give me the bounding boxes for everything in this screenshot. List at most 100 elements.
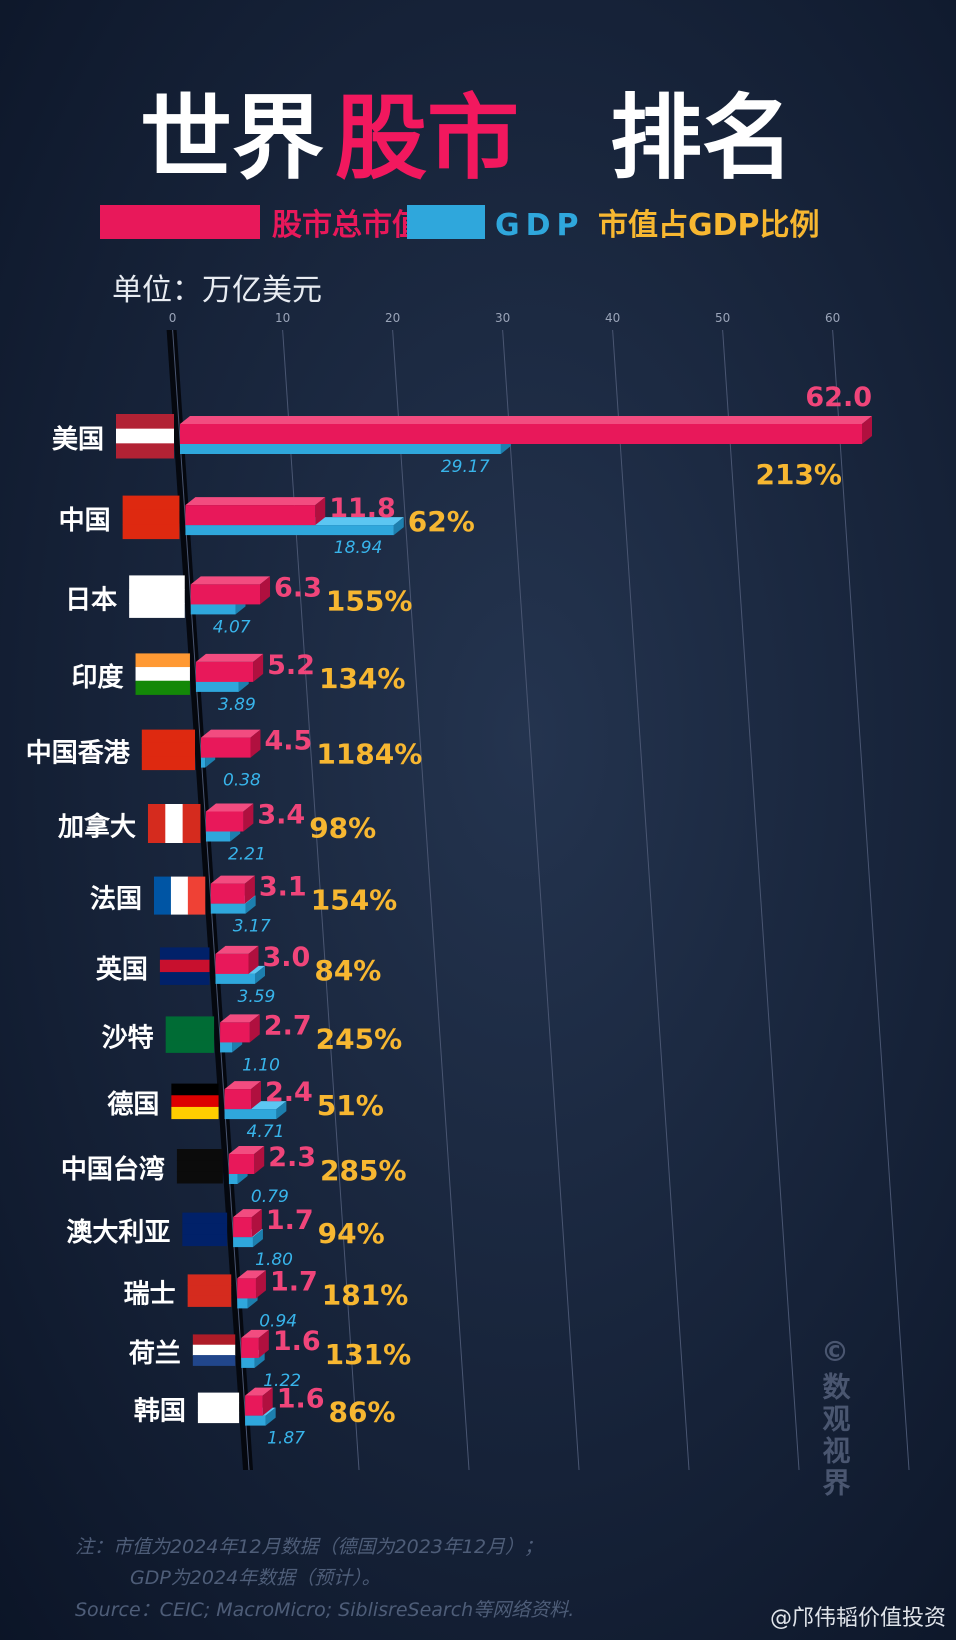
category-label: 中国 <box>59 506 111 536</box>
data-label: 1.22 <box>263 1371 301 1391</box>
data-label: 62.0 <box>805 382 872 413</box>
bar-side <box>862 416 872 444</box>
flag <box>159 972 210 985</box>
bar <box>195 681 239 692</box>
flag <box>159 959 210 973</box>
note: GDP为2024年数据（预计）。 <box>130 1567 381 1589</box>
bar <box>201 757 206 768</box>
bar-top <box>210 875 255 884</box>
plot-area: 0 10 20 30 40 50 60 美国 62.0 213% 29.17 中国 11.8 62% 18.… <box>26 311 910 1471</box>
data-label: 4.5 <box>265 726 313 757</box>
x-tick-label: 0 <box>169 311 177 325</box>
bar-side <box>251 1209 262 1238</box>
x-tick-label: 30 <box>495 311 510 325</box>
data-label: 3.17 <box>233 917 271 937</box>
flag <box>187 876 206 915</box>
data-label: 4.71 <box>247 1122 285 1142</box>
data-label: 1.80 <box>255 1250 293 1270</box>
bar <box>224 1089 251 1110</box>
bar-side <box>252 1229 263 1248</box>
legend-label: 股市总市值 <box>272 208 422 243</box>
bar-side <box>260 576 271 605</box>
category-label: 印度 <box>72 662 124 693</box>
flag <box>165 1040 215 1053</box>
flag <box>129 575 185 590</box>
flag <box>129 589 185 604</box>
data-label: 6.3 <box>274 572 322 603</box>
bar <box>210 903 246 914</box>
bar <box>237 1278 256 1299</box>
flag <box>182 1234 228 1247</box>
flag <box>141 729 196 744</box>
bar-side <box>254 965 265 984</box>
flag <box>141 742 196 757</box>
category-label: 荷兰 <box>129 1339 181 1369</box>
watermark: ©数观视界 <box>819 1335 852 1500</box>
data-label: 3.0 <box>263 942 311 973</box>
data-label: 2.3 <box>268 1142 316 1173</box>
bar <box>201 737 251 758</box>
bar-side <box>262 1387 273 1416</box>
grid-line <box>722 329 800 1471</box>
title-part: 排名 <box>610 85 794 192</box>
data-label: 11.8 <box>329 493 396 524</box>
chart-title: 世界 股市 排名 <box>140 85 794 192</box>
flag <box>182 1223 228 1236</box>
bar <box>205 811 244 832</box>
title-part: 世界 <box>140 85 324 192</box>
ratio-label: 84% <box>314 954 381 987</box>
flag <box>116 443 174 459</box>
bar <box>228 1174 238 1184</box>
bar <box>190 584 261 605</box>
category-label: 英国 <box>96 955 148 985</box>
ratio-label: 213% <box>755 458 842 491</box>
flag <box>116 414 174 430</box>
bar <box>195 661 254 682</box>
bar <box>220 1022 250 1043</box>
legend-label: GDP <box>495 208 585 243</box>
data-label: 1.6 <box>277 1384 325 1415</box>
ratio-label: 51% <box>317 1089 384 1122</box>
flag <box>187 1285 232 1297</box>
flag <box>159 947 210 961</box>
bar-side <box>315 497 326 526</box>
bar <box>205 831 231 842</box>
flag <box>165 1016 215 1029</box>
legend-swatch <box>407 205 485 239</box>
ratio-label: 181% <box>322 1278 409 1311</box>
bar-top <box>201 729 261 738</box>
flag <box>182 1212 228 1225</box>
bar <box>237 1298 248 1309</box>
bar-top <box>215 945 259 954</box>
flag <box>171 1083 219 1096</box>
bar-top <box>228 1146 265 1154</box>
category-label: 中国香港 <box>26 739 131 769</box>
ratio-label: 98% <box>309 812 376 845</box>
legend-label: 市值占GDP比例 <box>598 208 820 243</box>
zero-wall <box>166 330 254 1470</box>
ratio-label: 94% <box>318 1217 385 1250</box>
data-label: 1.87 <box>267 1429 305 1449</box>
data-label: 29.17 <box>441 457 490 477</box>
bar-side <box>253 653 264 682</box>
bar <box>215 953 249 974</box>
bar <box>220 1042 233 1053</box>
x-tick-label: 40 <box>605 311 620 325</box>
flag <box>141 756 196 771</box>
category-label: 瑞士 <box>124 1279 176 1309</box>
grid-line <box>502 329 580 1471</box>
bar <box>190 604 236 615</box>
title-part: 股市 <box>335 85 519 192</box>
legend: 股市总市值 GDP 市值占GDP比例 <box>100 205 820 243</box>
bar-top <box>241 1329 269 1338</box>
data-label: 1.10 <box>242 1055 280 1075</box>
grid-line <box>832 329 910 1471</box>
unit-label: 单位：万亿美元 <box>112 273 322 308</box>
bar <box>245 1415 266 1426</box>
flag <box>147 804 166 843</box>
bar-side <box>248 945 259 974</box>
ratio-label: 86% <box>329 1396 396 1429</box>
data-label: 1.7 <box>270 1266 318 1297</box>
bar-top <box>195 653 264 662</box>
